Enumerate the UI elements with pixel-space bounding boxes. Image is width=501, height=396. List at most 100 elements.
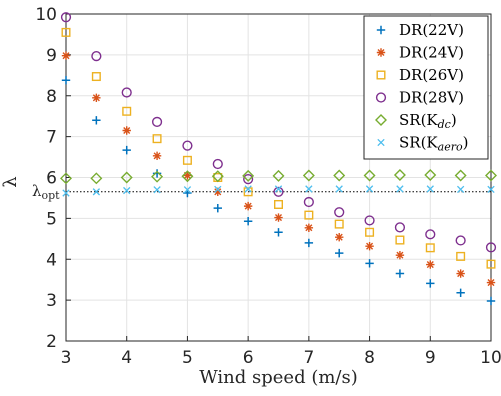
data-point xyxy=(394,222,406,233)
data-point xyxy=(274,213,283,222)
data-point xyxy=(151,116,163,128)
series-1 xyxy=(61,51,496,287)
data-point xyxy=(60,12,72,23)
data-point xyxy=(426,185,434,193)
series-5 xyxy=(62,185,495,197)
data-point xyxy=(213,203,222,213)
data-point xyxy=(486,296,496,306)
data-point xyxy=(335,185,343,193)
data-point xyxy=(211,170,224,183)
data-point xyxy=(365,185,374,193)
data-point xyxy=(334,219,344,229)
data-point xyxy=(335,232,344,242)
y-tick-label: 3 xyxy=(46,291,57,311)
data-point xyxy=(365,227,375,237)
data-point xyxy=(456,251,466,261)
legend-label: SR(Kaero) xyxy=(399,134,468,154)
data-point xyxy=(365,259,374,268)
x-tick-label: 8 xyxy=(364,348,375,368)
data-point xyxy=(485,169,497,182)
x-tick-label: 4 xyxy=(121,348,132,368)
data-point xyxy=(92,93,101,102)
data-point xyxy=(334,207,345,218)
y-tick-label: 4 xyxy=(46,250,57,270)
y-tick-label: 8 xyxy=(46,87,57,107)
data-point xyxy=(303,196,314,208)
data-point xyxy=(456,185,465,194)
data-point xyxy=(61,27,71,37)
legend-marker xyxy=(376,48,386,57)
data-point xyxy=(426,279,435,288)
legend-marker xyxy=(375,114,387,126)
legend-label: DR(22V) xyxy=(399,21,464,39)
data-point xyxy=(485,242,497,253)
data-point xyxy=(91,72,101,82)
data-point xyxy=(182,140,193,151)
data-point xyxy=(302,169,315,182)
data-point xyxy=(393,169,406,182)
data-point xyxy=(151,170,164,183)
data-point xyxy=(122,106,132,116)
data-point xyxy=(304,210,314,220)
reference-line-label: λopt xyxy=(32,182,60,202)
data-point xyxy=(123,186,131,195)
data-point xyxy=(152,151,162,161)
data-point xyxy=(61,76,71,85)
legend-label: SR(Kdc) xyxy=(399,111,457,131)
y-tick-label: 6 xyxy=(46,169,57,189)
data-point xyxy=(242,169,255,182)
data-point xyxy=(425,243,435,253)
data-point xyxy=(425,229,436,240)
data-point xyxy=(486,259,496,269)
data-point xyxy=(90,172,103,185)
data-point xyxy=(456,288,465,297)
legend-label: DR(24V) xyxy=(399,44,464,62)
data-point xyxy=(304,238,314,248)
data-point xyxy=(152,134,162,144)
legend-marker xyxy=(377,138,385,147)
data-point xyxy=(183,171,192,180)
series-3 xyxy=(60,12,497,253)
data-marks xyxy=(60,12,497,306)
x-axis-label: Wind speed (m/s) xyxy=(199,367,358,388)
data-point xyxy=(364,215,375,226)
data-point xyxy=(181,170,194,183)
x-tick-label: 7 xyxy=(303,348,314,368)
x-tick-label: 5 xyxy=(182,348,193,368)
data-point xyxy=(243,217,253,226)
data-point xyxy=(365,241,374,251)
data-point xyxy=(272,169,285,182)
data-point xyxy=(213,187,222,197)
data-point xyxy=(243,201,253,211)
series-0 xyxy=(61,76,496,306)
data-point xyxy=(182,155,192,165)
data-point xyxy=(274,228,283,237)
data-point xyxy=(121,87,132,98)
y-tick-label: 10 xyxy=(35,5,57,25)
data-point xyxy=(91,51,102,62)
data-point xyxy=(273,186,284,197)
series-4 xyxy=(60,169,497,185)
data-point xyxy=(152,169,162,178)
data-point xyxy=(454,169,467,182)
data-point xyxy=(243,187,253,197)
y-axis-label: λ xyxy=(0,176,21,187)
optimal-lambda-line: λopt xyxy=(32,182,491,202)
data-point xyxy=(363,169,376,182)
data-point xyxy=(120,171,133,184)
data-point xyxy=(487,185,495,194)
y-tick-label: 7 xyxy=(46,128,57,148)
data-point xyxy=(486,278,496,287)
data-point xyxy=(62,189,70,197)
data-point xyxy=(243,174,254,185)
legend-marker xyxy=(376,70,386,80)
data-point xyxy=(92,188,101,196)
legend-label: DR(28V) xyxy=(399,89,464,107)
data-point xyxy=(244,185,252,193)
data-point xyxy=(304,223,314,232)
data-point xyxy=(333,169,346,182)
legend: DR(22V) DR(24V) DR(26V) DR(28V) SR(Kdc) SR(Ka… xyxy=(363,15,489,160)
legend-marker xyxy=(376,25,386,35)
